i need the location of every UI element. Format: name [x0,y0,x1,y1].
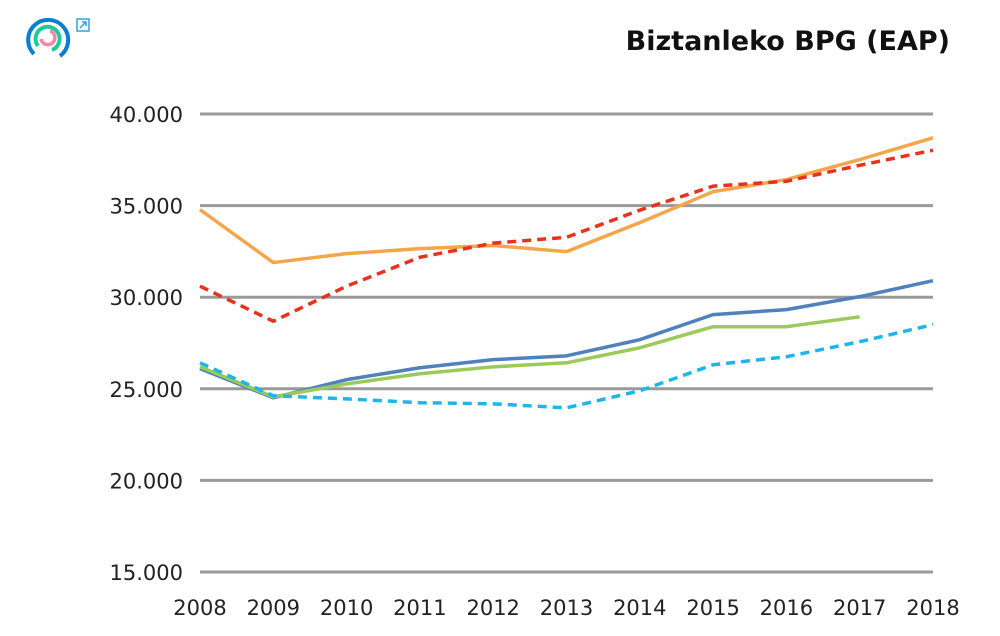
x-tick-label: 2010 [320,596,373,620]
x-tick-label: 2017 [833,596,886,620]
x-tick-label: 2009 [247,596,300,620]
x-tick-label: 2016 [760,596,813,620]
x-tick-label: 2015 [686,596,739,620]
x-tick-label: 2008 [173,596,226,620]
x-tick-label: 2011 [393,596,446,620]
series-line-0 [198,136,934,265]
x-tick-label: 2013 [540,596,593,620]
external-link-icon[interactable] [76,18,90,32]
x-tick-label: 2012 [466,596,519,620]
series-line-2 [199,279,934,400]
x-tick-label: 2018 [906,596,959,620]
y-tick-label: 25.000 [110,378,183,402]
y-tick-label: 35.000 [110,195,183,219]
chart-title: Biztanleko BPG (EAP) [625,26,950,57]
circular-rings-logo [26,17,71,58]
y-tick-label: 40.000 [110,103,183,127]
y-tick-label: 20.000 [110,469,183,493]
series-line-4 [199,322,934,410]
series-line-1 [199,148,934,323]
y-tick-label: 15.000 [110,561,183,585]
series-line-3 [199,315,860,399]
y-tick-label: 30.000 [110,286,183,310]
x-tick-label: 2014 [613,596,666,620]
